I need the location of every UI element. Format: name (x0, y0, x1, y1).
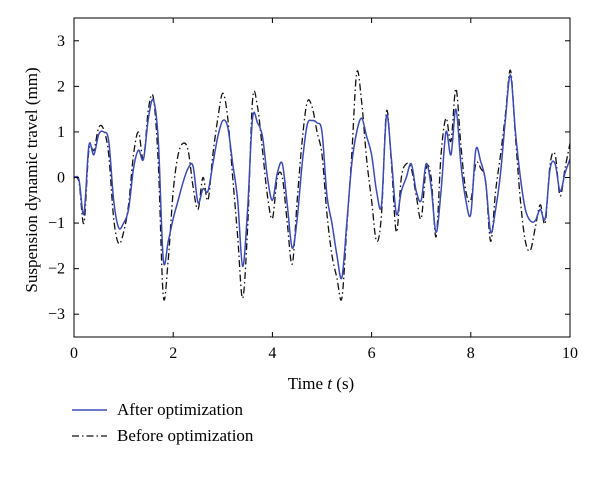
plot-frame (73, 17, 571, 338)
x-tick-label: 10 (562, 345, 578, 362)
y-axis-label: Suspension dynamic travel (mm) (22, 67, 41, 292)
legend-label-after-optimization: After optimization (117, 400, 244, 419)
y-tick-label: 2 (57, 78, 65, 95)
x-axis-label: Time t (s) (288, 374, 354, 393)
axes (73, 17, 571, 338)
legend-label-before-optimization: Before optimization (117, 426, 254, 445)
series-line-before-optimization (74, 69, 570, 301)
plot-area (74, 69, 570, 301)
y-tick-label: −2 (48, 261, 65, 278)
y-tick-label: 1 (57, 124, 65, 141)
x-tick-label: 6 (368, 345, 376, 362)
y-tick-label: −3 (48, 306, 65, 323)
legend: After optimization Before optimization (72, 400, 254, 445)
y-tick-label: 0 (57, 170, 65, 187)
x-tick-label: 2 (169, 345, 177, 362)
y-tick-label: 3 (57, 33, 65, 50)
y-tick-label: −1 (48, 215, 65, 232)
series-line-after-optimization (74, 74, 570, 280)
x-tick-label: 8 (467, 345, 475, 362)
ticks: 0 2 4 6 8 10 −3 −2 −1 0 1 2 3 (48, 18, 578, 362)
x-tick-label: 0 (70, 345, 78, 362)
x-tick-label: 4 (268, 345, 276, 362)
